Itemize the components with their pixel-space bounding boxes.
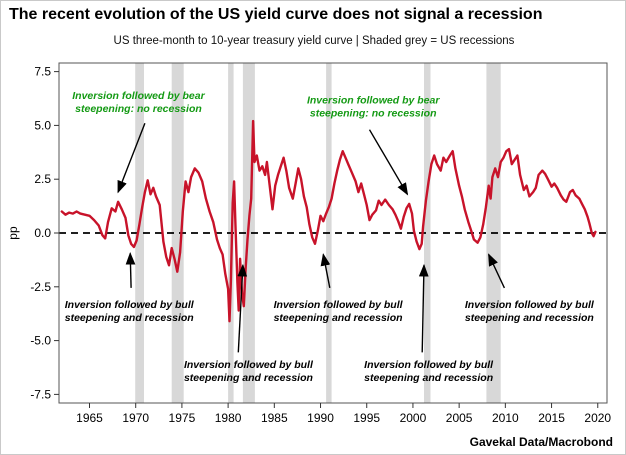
y-tick-label: -5.0 [30,334,51,348]
annotation-text: Inversion followed by bull [184,359,314,371]
y-tick-label: -2.5 [30,280,51,294]
annotation-text: Inversion followed by bull [65,299,195,311]
annotation-text: Inversion followed by bear [307,95,440,107]
x-tick-label: 1995 [353,411,380,425]
annotation-text: steepening and recession [364,372,493,384]
y-tick-label: 2.5 [34,172,51,186]
chart-title: The recent evolution of the US yield cur… [9,6,543,23]
annotation-text: steepening and recession [274,312,403,324]
annotation-arrow [237,263,248,353]
x-tick-label: 1975 [169,411,196,425]
y-tick-label: 0.0 [34,226,51,240]
annotation-arrow [368,129,409,196]
annotation-text: Inversion followed by bull [274,299,404,311]
recession-band [135,63,144,403]
annotation-text: steepening and recession [184,372,313,384]
annotation-text: Inversion followed by bull [364,359,494,371]
x-tick-label: 2005 [446,411,473,425]
annotation-arrow [320,253,331,289]
y-tick-label: -7.5 [30,387,51,401]
source-credit: Gavekal Data/Macrobond [469,435,613,449]
x-tick-label: 2020 [584,411,611,425]
annotation-arrow [418,263,429,353]
y-tick-label: 7.5 [34,65,51,79]
yield-spread-line [60,119,597,323]
annotation-text: steepening and recession [65,312,194,324]
recession-band [424,63,431,403]
x-tick-label: 2000 [400,411,427,425]
x-tick-label: 2010 [492,411,519,425]
y-axis-label: pp [6,226,20,240]
annotation-text: Inversion followed by bear [72,90,205,102]
annotation-text: Inversion followed by bull [465,299,595,311]
x-tick-label: 2015 [538,411,565,425]
recession-band [171,63,184,403]
annotation-text: steepening: no recession [310,108,437,120]
y-tick-label: 5.0 [34,118,51,132]
x-tick-label: 1965 [76,411,103,425]
x-tick-label: 1970 [122,411,149,425]
annotation-text: steepening: no recession [75,103,202,115]
x-tick-label: 1990 [307,411,334,425]
annotation-arrow [488,253,506,289]
annotation-text: steepening and recession [465,312,594,324]
annotation-arrow [125,252,136,288]
chart-subtitle: US three-month to 10-year treasury yield… [113,35,515,47]
x-tick-label: 1980 [215,411,242,425]
annotation-arrow [117,123,146,194]
x-tick-label: 1985 [261,411,288,425]
